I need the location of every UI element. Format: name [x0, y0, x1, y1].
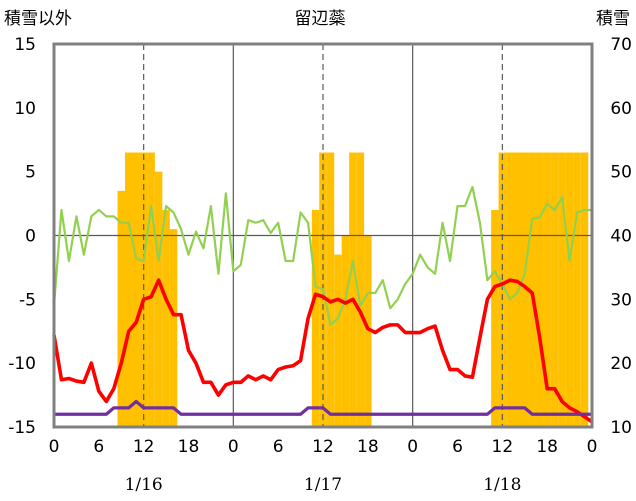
- snow-bar: [162, 209, 170, 427]
- right-tick-label: 50: [610, 163, 632, 183]
- snow-bar: [117, 190, 125, 427]
- x-tick-label: 18: [357, 437, 379, 457]
- snow-bar: [356, 152, 365, 427]
- snow-bar: [573, 152, 581, 427]
- snow-bar: [147, 152, 155, 427]
- x-tick-label: 0: [587, 437, 598, 457]
- left-tick-label: -15: [8, 418, 36, 438]
- series-line-purple: [54, 399, 592, 416]
- left-tick-label: 10: [14, 99, 36, 119]
- snow-bar: [326, 152, 335, 427]
- snow-bar: [334, 254, 342, 427]
- snow-bar: [558, 152, 566, 427]
- x-tick-label: 6: [273, 437, 284, 457]
- snow-bar: [124, 152, 133, 427]
- date-labels: 1/16 1/17 1/18: [125, 475, 522, 495]
- x-tick-label: 0: [407, 437, 418, 457]
- snow-bar: [506, 152, 514, 427]
- right-axis-label: 積雪: [596, 9, 630, 29]
- x-tick-labels: 0 6 12 18 0 6 12 18 0 6 12 18 0: [49, 437, 598, 457]
- snow-bar: [364, 235, 372, 427]
- left-axis-label: 積雪以外: [4, 9, 72, 29]
- snow-bar: [521, 152, 529, 427]
- date-label: 1/17: [304, 475, 342, 495]
- grid-lines: [54, 44, 592, 427]
- date-label: 1/16: [125, 475, 163, 495]
- left-tick-label: 0: [25, 227, 36, 247]
- plot-frame: [52, 42, 594, 429]
- snow-bar: [535, 152, 544, 427]
- date-label: 1/18: [483, 475, 521, 495]
- snow-bar: [513, 152, 522, 427]
- left-tick-label: -10: [8, 354, 36, 374]
- x-tick-label: 12: [492, 437, 514, 457]
- snow-bar: [550, 152, 559, 427]
- x-tick-label: 0: [49, 437, 60, 457]
- chart-title: 留辺蘂: [295, 9, 346, 29]
- snow-bar: [349, 152, 357, 427]
- snow-bar: [565, 152, 574, 427]
- x-tick-label: 18: [178, 437, 200, 457]
- left-tick-labels: 15 10 5 0 -5 -10 -15: [8, 35, 36, 438]
- snow-bar: [528, 152, 536, 427]
- x-tick-label: 6: [452, 437, 463, 457]
- left-tick-label: -5: [19, 290, 36, 310]
- snow-bar: [169, 229, 178, 427]
- snow-bar: [491, 209, 499, 427]
- left-tick-label: 15: [14, 35, 36, 55]
- right-tick-label: 60: [610, 99, 632, 119]
- x-tick-label: 12: [312, 437, 334, 457]
- right-tick-label: 70: [610, 35, 632, 55]
- x-tick-label: 0: [228, 437, 239, 457]
- snow-bar: [311, 209, 320, 427]
- left-tick-label: 5: [25, 163, 36, 183]
- series-line-red: [52, 278, 594, 424]
- right-tick-label: 20: [610, 354, 632, 374]
- right-tick-label: 30: [610, 290, 632, 310]
- series-lines: [52, 185, 594, 424]
- right-tick-label: 40: [610, 227, 632, 247]
- x-tick-label: 18: [536, 437, 558, 457]
- x-tick-label: 12: [133, 437, 155, 457]
- snow-bar: [154, 171, 163, 427]
- right-tick-label: 10: [610, 418, 632, 438]
- right-tick-labels: 70 60 50 40 30 20 10: [610, 35, 632, 438]
- snow-bar: [341, 235, 350, 427]
- snow-bar: [580, 152, 589, 427]
- x-tick-label: 6: [93, 437, 104, 457]
- snow-bar: [543, 152, 551, 427]
- snow-bar: [132, 152, 140, 427]
